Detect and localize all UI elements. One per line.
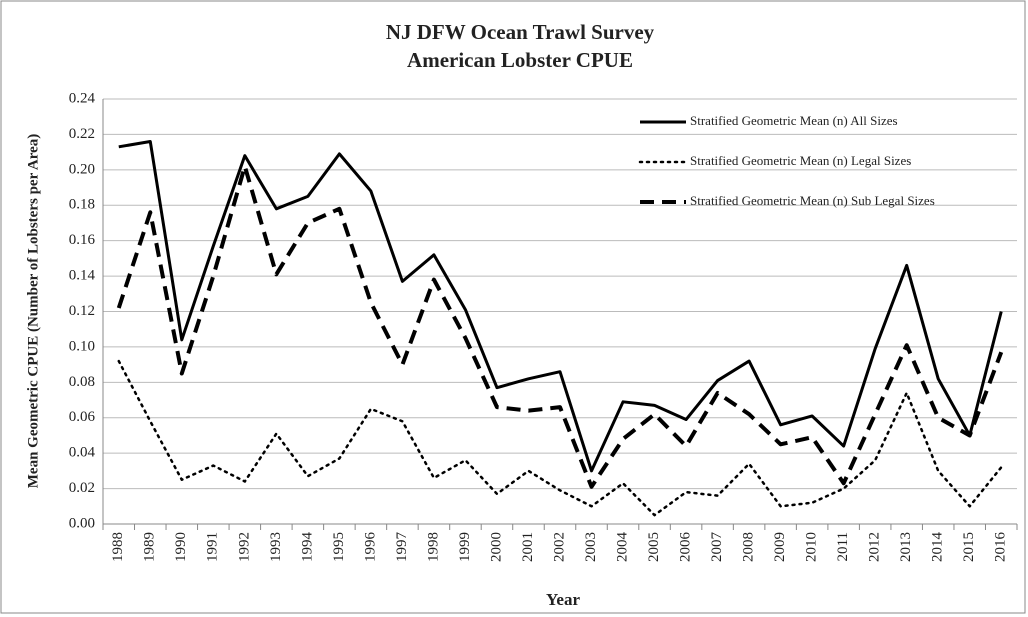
- x-tick-label: 1999: [457, 532, 473, 562]
- chart-title: NJ DFW Ocean Trawl Survey: [386, 20, 655, 44]
- series-line: [117, 359, 1003, 517]
- chart-subtitle: American Lobster CPUE: [407, 48, 633, 72]
- y-tick-label: 0.20: [69, 161, 95, 177]
- y-axis-title: Mean Geometric CPUE (Number of Lobsters …: [25, 134, 41, 489]
- x-tick-label: 1993: [268, 532, 284, 562]
- x-tick-label: 2000: [488, 532, 504, 562]
- y-tick-label: 0.16: [69, 232, 96, 248]
- series-line: [118, 140, 1003, 473]
- legend-label: Stratified Geometric Mean (n) Legal Size…: [690, 153, 911, 168]
- x-tick-label: 2003: [583, 532, 599, 562]
- y-tick-label: 0.18: [69, 197, 95, 213]
- y-tick-label: 0.02: [69, 480, 95, 496]
- x-tick-label: 2002: [551, 532, 567, 562]
- x-tick-label: 2005: [646, 532, 662, 562]
- x-tick-label: 1988: [110, 532, 126, 562]
- y-tick-label: 0.22: [69, 126, 95, 142]
- x-tick-label: 2016: [993, 532, 1009, 563]
- y-tick-label: 0.12: [69, 303, 95, 319]
- x-tick-label: 2006: [678, 532, 694, 563]
- y-tick-label: 0.08: [69, 374, 95, 390]
- series-line: [116, 164, 1004, 489]
- x-tick-label: 1995: [331, 532, 347, 562]
- x-tick-label: 2012: [867, 532, 883, 562]
- x-tick-label: 1990: [173, 532, 189, 562]
- x-tick-label: 1994: [299, 532, 315, 563]
- y-tick-label: 0.00: [69, 515, 95, 531]
- x-tick-label: 1997: [394, 532, 410, 563]
- y-tick-label: 0.14: [69, 268, 96, 284]
- x-tick-label: 2010: [804, 532, 820, 562]
- x-tick-label: 1991: [205, 532, 221, 562]
- x-tick-label: 2008: [741, 532, 757, 562]
- x-tick-label: 1998: [425, 532, 441, 562]
- x-tick-label: 2007: [709, 532, 725, 563]
- x-tick-label: 1996: [362, 532, 378, 563]
- x-tick-label: 2013: [898, 532, 914, 562]
- x-tick-label: 2011: [835, 532, 851, 561]
- y-tick-label: 0.04: [69, 445, 96, 461]
- x-tick-label: 2015: [961, 532, 977, 562]
- x-tick-label: 1989: [142, 532, 158, 562]
- y-tick-label: 0.06: [69, 409, 96, 425]
- x-tick-label: 2014: [930, 532, 946, 563]
- legend-label: Stratified Geometric Mean (n) Sub Legal …: [690, 193, 935, 208]
- y-tick-label: 0.10: [69, 338, 95, 354]
- legend-label: Stratified Geometric Mean (n) All Sizes: [690, 113, 898, 128]
- y-tick-label: 0.24: [69, 90, 96, 106]
- x-tick-label: 2001: [520, 532, 536, 562]
- x-tick-label: 2009: [772, 532, 788, 562]
- x-tick-label: 1992: [236, 532, 252, 562]
- x-tick-label: 2004: [614, 532, 630, 563]
- x-axis-title: Year: [546, 590, 580, 609]
